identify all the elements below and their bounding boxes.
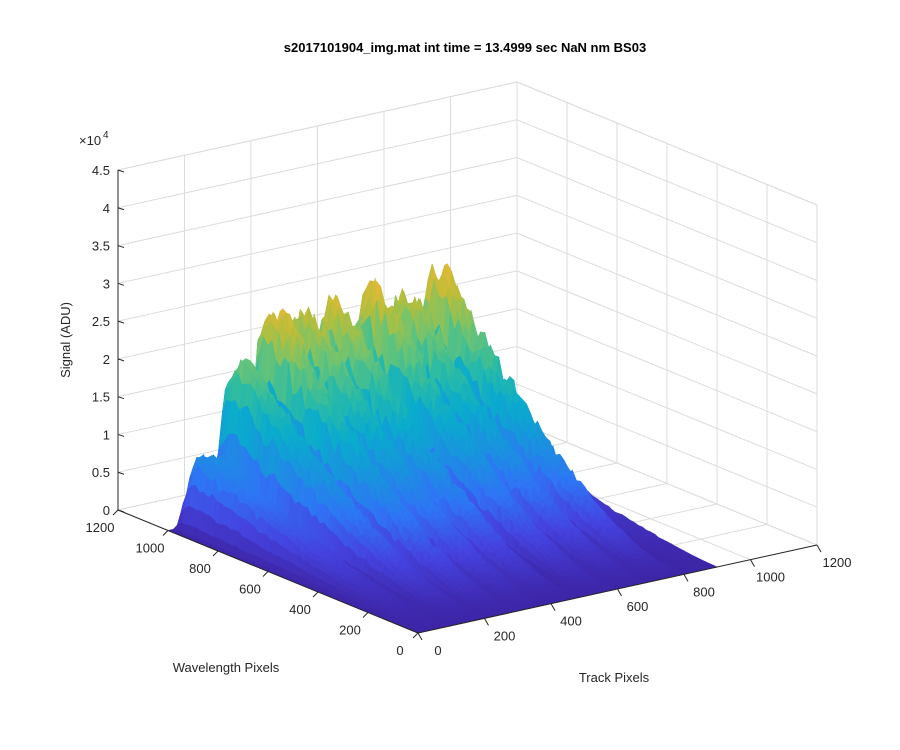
grid-line	[117, 232, 518, 322]
frame-edge	[117, 81, 518, 171]
grid-line	[516, 345, 818, 470]
surface	[166, 263, 719, 634]
frame-edge	[516, 81, 818, 206]
grid-line	[516, 383, 818, 508]
grid-line	[516, 270, 818, 395]
grid-line	[516, 194, 818, 319]
grid-line	[117, 119, 518, 209]
grid-line	[516, 119, 818, 244]
grid-line	[117, 194, 518, 284]
grid-line	[516, 232, 818, 357]
grid-line	[516, 308, 818, 433]
grid-line	[516, 157, 818, 282]
grid-line	[117, 157, 518, 247]
